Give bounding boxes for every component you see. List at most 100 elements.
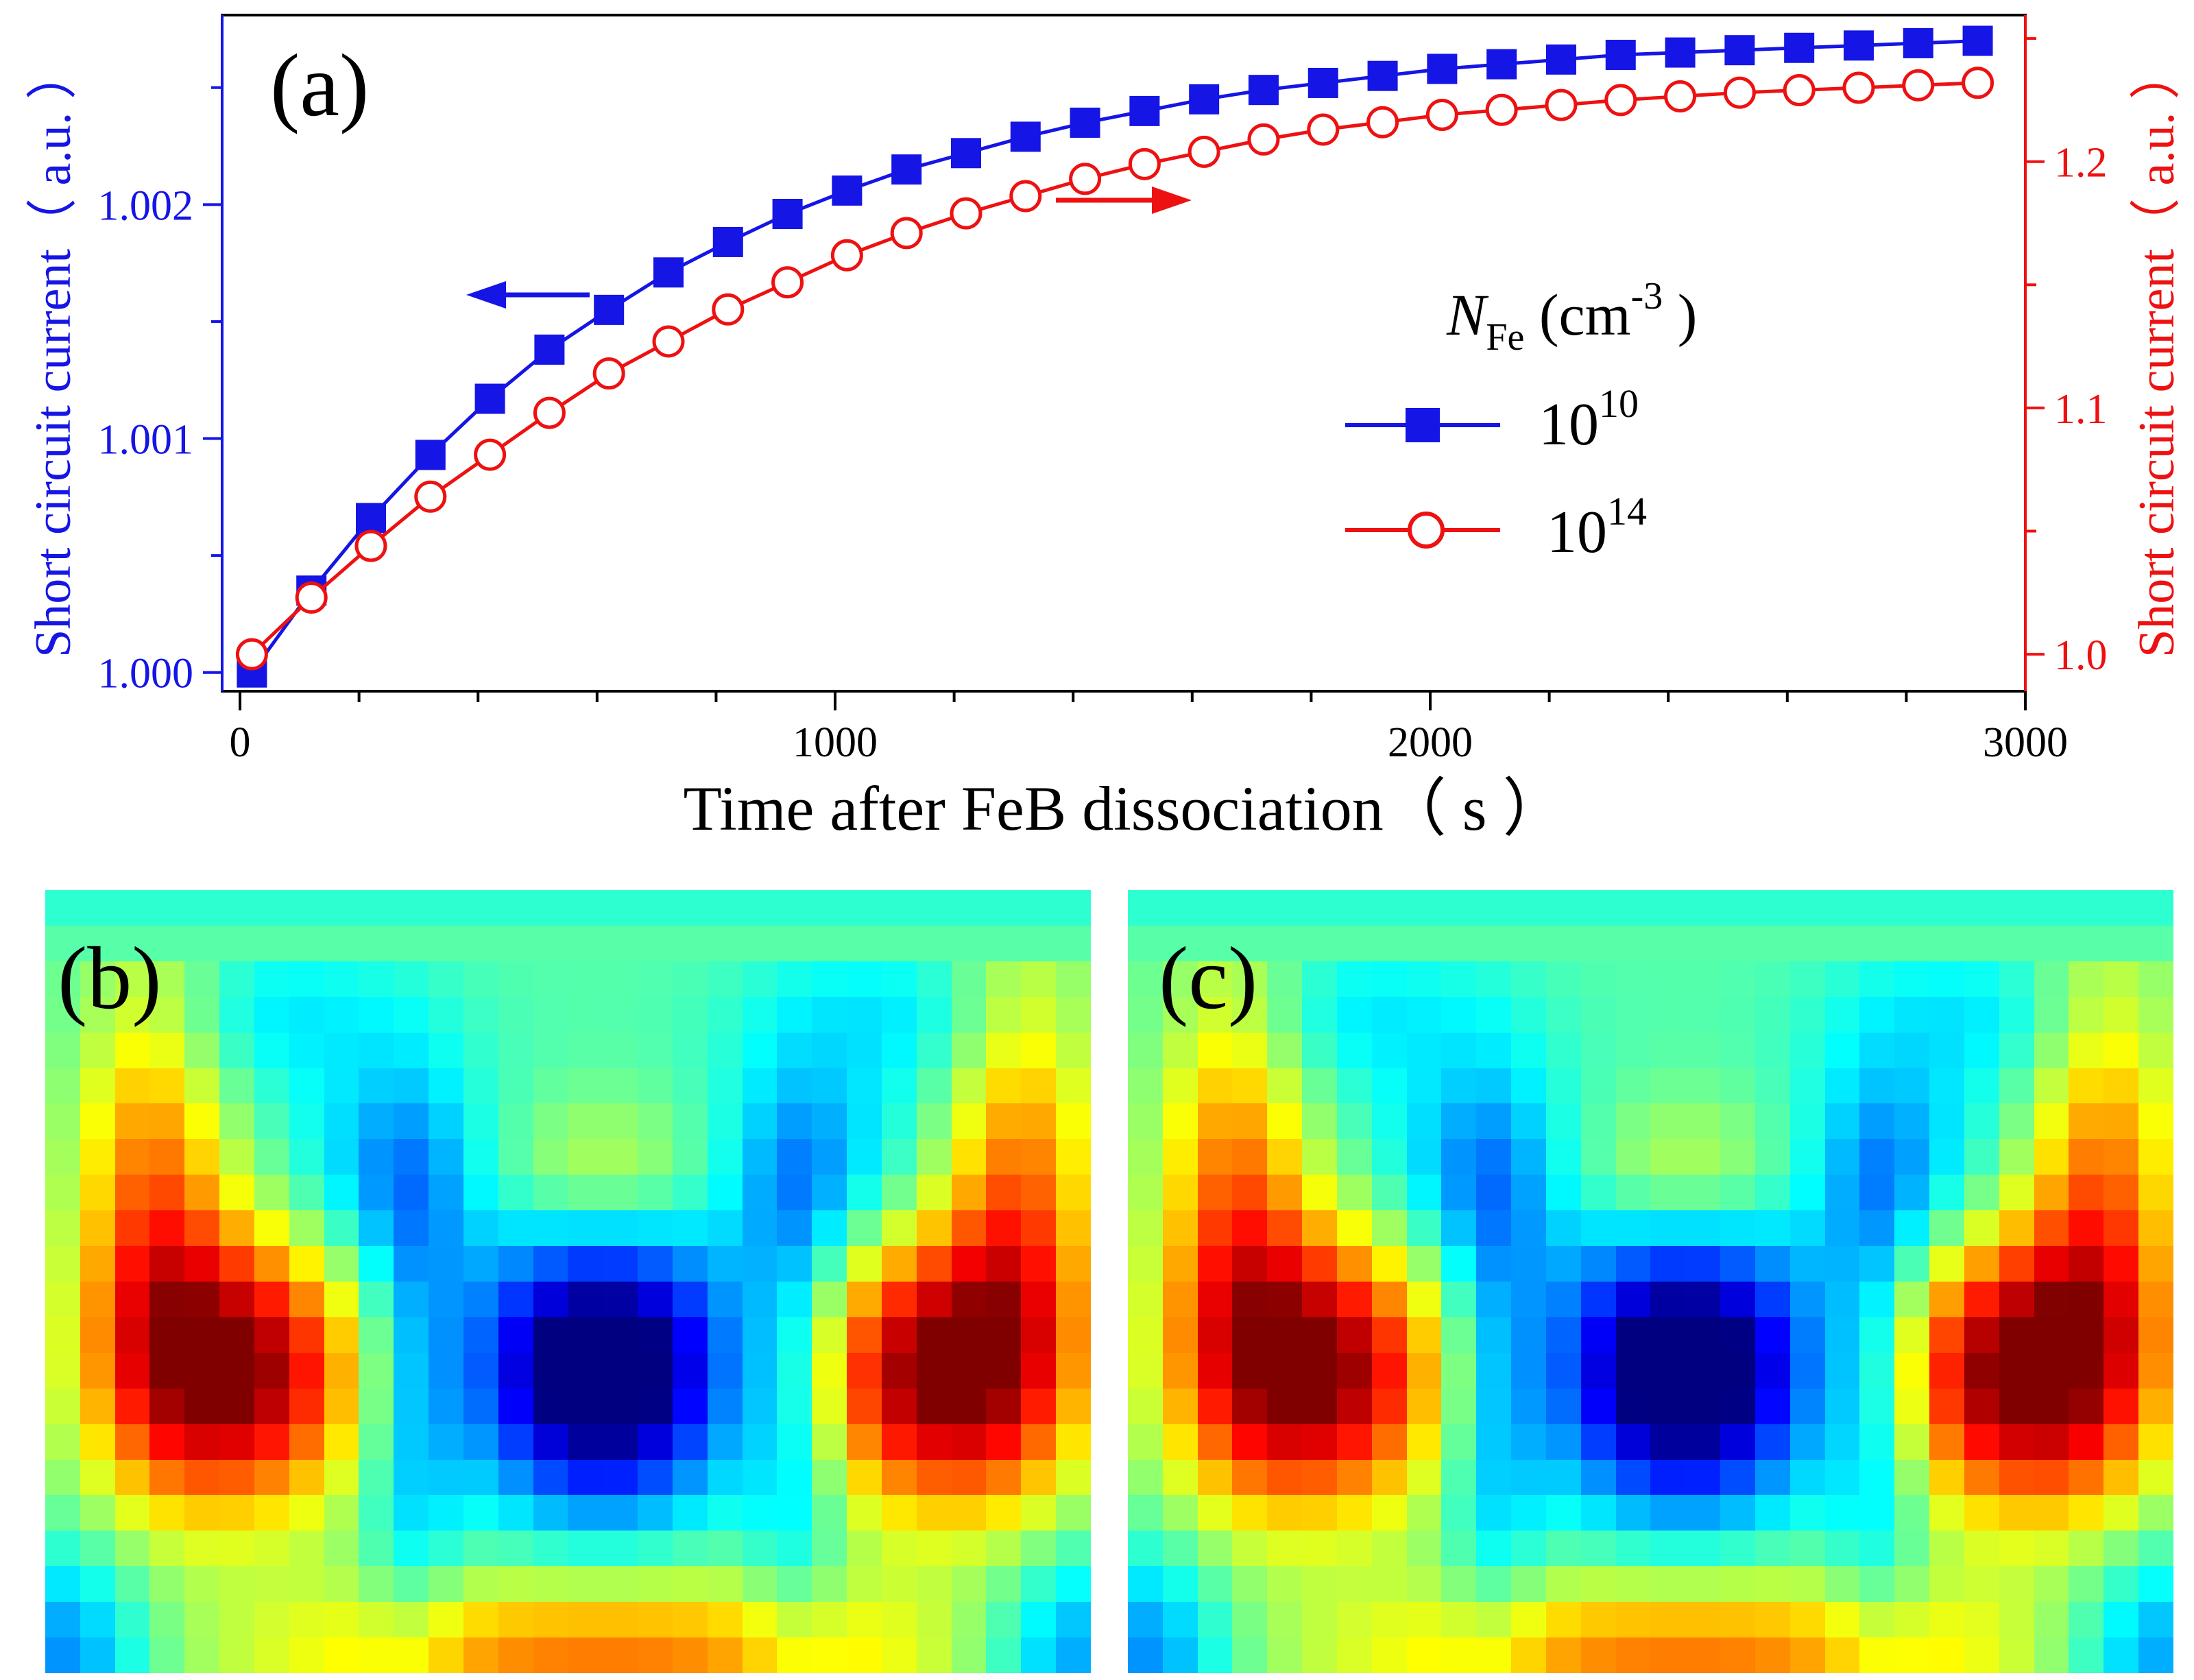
heatmap-cell <box>1616 1246 1651 1282</box>
heatmap-cell <box>463 1210 498 1246</box>
heatmap-cell <box>533 1139 568 1175</box>
heatmap-cell <box>1337 1460 1372 1496</box>
heatmap-cell <box>498 1353 533 1389</box>
blue-square-marker <box>1189 84 1219 115</box>
heatmap-cell <box>394 1068 429 1104</box>
heatmap-cell <box>882 1531 917 1566</box>
heatmap-cell <box>812 1566 847 1602</box>
heatmap-cell <box>743 1566 777 1602</box>
heatmap-cell <box>394 1495 429 1531</box>
heatmap-cell <box>882 1282 917 1317</box>
heatmap-cell <box>2034 1139 2069 1175</box>
heatmap-cell <box>1546 1602 1581 1637</box>
heatmap-cell <box>463 1068 498 1104</box>
heatmap-cell <box>1407 1317 1442 1353</box>
heatmap-cell <box>324 926 359 961</box>
heatmap-cell <box>743 961 777 997</box>
heatmap-cell <box>1616 1460 1651 1496</box>
heatmap-cell <box>219 1103 254 1139</box>
heatmap-cell <box>1859 1068 1894 1104</box>
heatmap-cell <box>1128 1175 1163 1210</box>
heatmap-cell <box>952 1460 987 1496</box>
heatmap-cell <box>1999 890 2034 926</box>
heatmap-cell <box>115 1566 150 1602</box>
heatmap-cell <box>847 1353 882 1389</box>
heatmap-cell <box>219 1282 254 1317</box>
heatmap-cell <box>1929 1317 1964 1353</box>
x-tick-label: 2000 <box>1388 719 1473 766</box>
heatmap-cell <box>394 1460 429 1496</box>
heatmap-cell <box>917 1353 952 1389</box>
heatmap-cell <box>917 1210 952 1246</box>
red-circle-marker <box>832 241 861 269</box>
heatmap-cell <box>2138 1282 2173 1317</box>
heatmap-cell <box>1337 1602 1372 1637</box>
heatmap-cell <box>533 1246 568 1282</box>
heatmap-cell <box>2069 1175 2103 1210</box>
heatmap-cell <box>149 1566 184 1602</box>
heatmap-cell <box>1476 1495 1511 1531</box>
heatmap-cell <box>359 1353 394 1389</box>
heatmap-cell <box>149 1282 184 1317</box>
heatmap-cell <box>1546 1033 1581 1068</box>
heatmap-cell <box>498 1495 533 1531</box>
red-circle-marker <box>416 482 445 511</box>
heatmap-cell <box>603 1139 638 1175</box>
heatmap-cell <box>1720 1566 1755 1602</box>
heatmap-cell <box>986 1602 1021 1637</box>
heatmap-cell <box>882 1139 917 1175</box>
heatmap-cell <box>1825 1317 1860 1353</box>
heatmap-cell <box>1163 1389 1198 1424</box>
heatmap-cell <box>1790 1033 1825 1068</box>
heatmap-cell <box>359 1068 394 1104</box>
heatmap-cell <box>219 997 254 1033</box>
heatmap-cell <box>359 997 394 1033</box>
heatmap-cell <box>1825 1210 1860 1246</box>
heatmap-cell <box>1825 1282 1860 1317</box>
heatmap-cell <box>219 1495 254 1531</box>
heatmap-cell <box>1302 1317 1337 1353</box>
heatmap-cell <box>2069 1033 2103 1068</box>
heatmap-cell <box>1476 1424 1511 1460</box>
heatmap-cell <box>533 1068 568 1104</box>
heatmap-cell <box>1581 961 1616 997</box>
heatmap-cell <box>324 1139 359 1175</box>
heatmap-cell <box>1163 890 1198 926</box>
heatmap-cell <box>1929 890 1964 926</box>
heatmap-cell <box>777 1068 812 1104</box>
red-circle-marker <box>1547 91 1576 119</box>
heatmap-cell <box>1894 1353 1929 1389</box>
heatmap-cell <box>743 1317 777 1353</box>
heatmap-cell <box>45 1246 80 1282</box>
heatmap-cell <box>1337 1317 1372 1353</box>
heatmap-cell <box>673 1033 708 1068</box>
heatmap-cell <box>673 1460 708 1496</box>
x-tick-label: 3000 <box>1983 719 2068 766</box>
heatmap-cell <box>498 1210 533 1246</box>
heatmap-cell <box>1929 926 1964 961</box>
heatmap-cell <box>1964 926 1999 961</box>
heatmap-cell <box>1407 890 1442 926</box>
left-y-axis-title: Short circuit current（ a.u. ） <box>25 49 82 658</box>
heatmap-cell <box>917 1175 952 1210</box>
red-circle-marker <box>773 268 802 297</box>
heatmap-cell <box>708 1033 743 1068</box>
heatmap-cell <box>2069 1602 2103 1637</box>
red-circle-marker <box>654 327 683 356</box>
heatmap-cell <box>2034 1210 2069 1246</box>
heatmap-cell <box>1894 1531 1929 1566</box>
heatmap-cell <box>219 1246 254 1282</box>
heatmap-cell <box>1929 1424 1964 1460</box>
heatmap-cell <box>777 1246 812 1282</box>
heatmap-cell <box>1755 1637 1790 1673</box>
heatmap-cell <box>847 1637 882 1673</box>
heatmap-cell <box>708 1353 743 1389</box>
heatmap-cell <box>254 1460 289 1496</box>
heatmap-cell <box>289 1175 324 1210</box>
heatmap-cell <box>882 926 917 961</box>
heatmap-cell <box>777 1637 812 1673</box>
heatmap-cell <box>115 1103 150 1139</box>
heatmap-cell <box>777 1210 812 1246</box>
heatmap-cell <box>289 1566 324 1602</box>
heatmap-cell <box>1859 1495 1894 1531</box>
